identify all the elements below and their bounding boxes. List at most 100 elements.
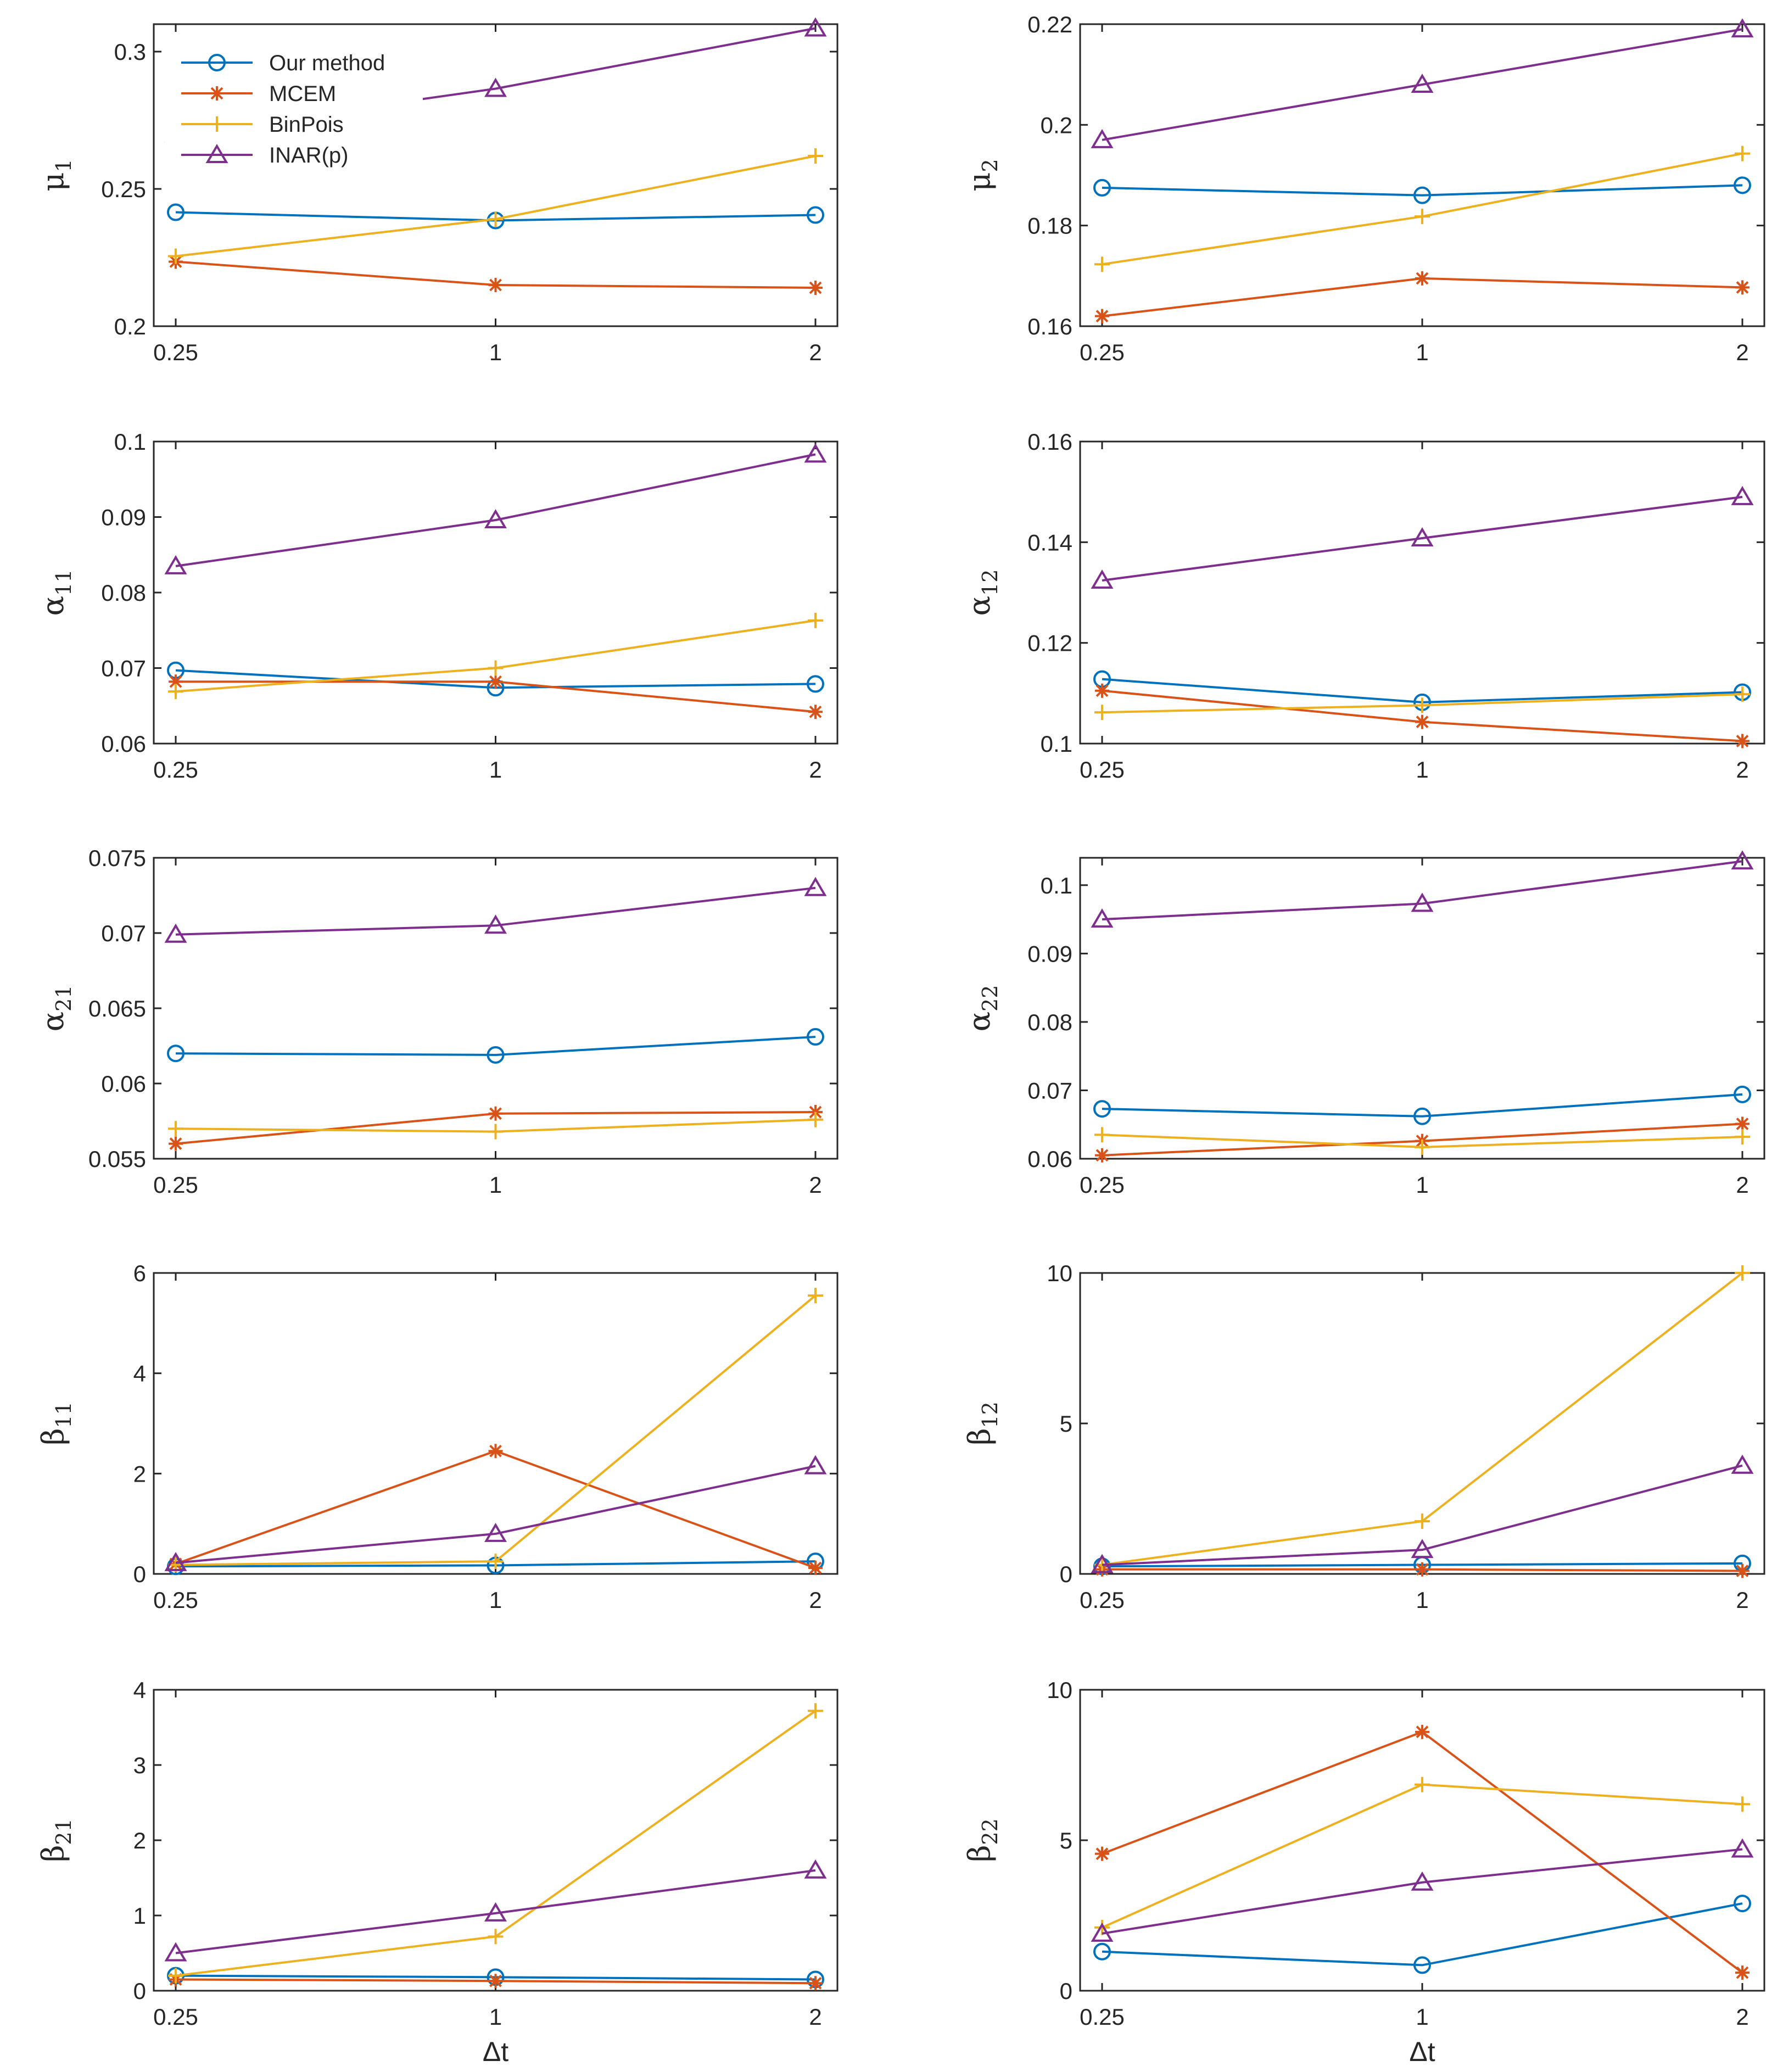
data-point [1735, 1265, 1750, 1281]
legend-item: BinPois [181, 113, 344, 137]
series-line [1102, 495, 1743, 582]
y-tick-label: 2 [133, 1461, 146, 1487]
y-tick-label: 0.14 [1027, 529, 1072, 555]
axes-box [153, 1689, 839, 1992]
data-point [808, 1561, 823, 1576]
x-tick-label: 1 [489, 757, 502, 783]
series-mcem [169, 1972, 823, 1991]
series-line [1102, 1848, 1743, 1935]
legend-marker [209, 116, 225, 132]
y-tick-label: 0.09 [101, 505, 146, 530]
series-line [175, 453, 816, 567]
series-line [1102, 28, 1743, 141]
data-point [807, 1028, 824, 1046]
x-tick-label: 2 [1736, 2004, 1748, 2030]
series-line [1102, 1730, 1743, 1974]
data-point [1411, 892, 1434, 912]
data-point [1415, 697, 1430, 713]
series-line [175, 1036, 816, 1056]
y-axis-label: α21 [36, 985, 76, 1032]
data-point [1411, 527, 1434, 546]
data-point [484, 914, 507, 934]
y-axis-label: μ2 [962, 159, 1002, 191]
y-tick-label: 0.075 [88, 845, 146, 871]
data-point [168, 1121, 183, 1137]
y-tick-label: 0.2 [114, 314, 146, 339]
y-tick-label: 0 [133, 1561, 146, 1587]
subplot-b11: 0 2 4 6 0.25 1 2 β11 [36, 1260, 839, 1613]
data-point [484, 1522, 507, 1542]
series-line [1102, 1783, 1743, 1929]
data-point [1091, 569, 1114, 589]
series-inar-p [164, 1859, 827, 1962]
legend-label: BinPois [269, 113, 344, 137]
y-tick-label: 0.07 [1027, 1077, 1072, 1103]
x-tick-label: 2 [1736, 1587, 1748, 1613]
x-axis-label: Δt [1409, 2036, 1435, 2067]
y-axis-label: β11 [36, 1401, 76, 1445]
data-point [808, 281, 823, 295]
series-mcem [169, 674, 823, 719]
data-point [804, 1455, 827, 1475]
data-point [1731, 1454, 1754, 1474]
data-point [1731, 18, 1754, 38]
series-our-method [1093, 1085, 1751, 1125]
y-tick-label: 0.08 [101, 580, 146, 606]
x-axis-label: Δt [483, 2036, 508, 2067]
y-tick-label: 0.06 [1027, 1146, 1072, 1172]
series-our-method [167, 1028, 824, 1064]
y-tick-label: 5 [1060, 1411, 1072, 1437]
y-tick-label: 0 [133, 1978, 146, 2004]
y-axis-label: β12 [962, 1401, 1002, 1445]
data-point [168, 248, 183, 264]
data-point [1094, 1127, 1110, 1143]
series-inar-p [164, 443, 827, 574]
x-tick-label: 0.25 [1080, 1587, 1125, 1613]
legend: Our method MCEM BinPois INAR(p) [165, 38, 423, 176]
legend-item: INAR(p) [181, 143, 348, 167]
data-point [1731, 850, 1754, 870]
data-point [1094, 705, 1110, 721]
x-tick-label: 0.25 [153, 1172, 198, 1198]
subplot-a12: 0.1 0.12 0.14 0.16 0.25 1 2 α12 [962, 429, 1765, 783]
series-line [175, 1450, 816, 1569]
data-point [164, 1942, 187, 1962]
data-point [1413, 1107, 1431, 1125]
y-tick-label: 0.22 [1027, 12, 1072, 37]
data-point [1415, 1724, 1429, 1739]
x-tick-label: 2 [809, 1587, 821, 1613]
data-point [488, 1929, 504, 1945]
data-point [807, 675, 824, 693]
y-tick-label: 4 [133, 1361, 146, 1387]
data-point [1735, 1116, 1750, 1131]
data-point [808, 1703, 823, 1719]
series-mcem [1095, 683, 1750, 749]
data-point [1735, 686, 1750, 702]
y-tick-label: 0.1 [1041, 731, 1072, 757]
y-tick-label: 3 [133, 1752, 146, 1778]
data-point [1413, 186, 1431, 204]
y-tick-label: 0.12 [1027, 630, 1072, 656]
y-tick-label: 0.06 [101, 731, 146, 757]
x-tick-label: 0.25 [1080, 339, 1125, 365]
legend-label: MCEM [269, 82, 336, 106]
y-axis-label: β21 [36, 1818, 76, 1862]
axes-box [153, 440, 839, 745]
x-tick-label: 0.25 [153, 339, 198, 365]
legend-box [165, 38, 423, 176]
series-inar-p [1091, 1454, 1754, 1573]
data-point [1415, 1513, 1430, 1529]
series-line [175, 1869, 816, 1954]
subplot-b12: 0 5 10 0.25 1 2 β12 [962, 1260, 1765, 1613]
data-point [1411, 74, 1434, 93]
series-binpois [168, 1112, 823, 1140]
data-point [1093, 1100, 1111, 1118]
series-our-method [1093, 176, 1751, 204]
series-binpois [1094, 1777, 1750, 1935]
data-point [167, 1045, 185, 1063]
data-point [804, 443, 827, 463]
series-binpois [168, 1288, 823, 1573]
series-binpois [168, 1703, 823, 1984]
x-tick-label: 1 [489, 1587, 502, 1613]
series-mcem [169, 254, 823, 295]
